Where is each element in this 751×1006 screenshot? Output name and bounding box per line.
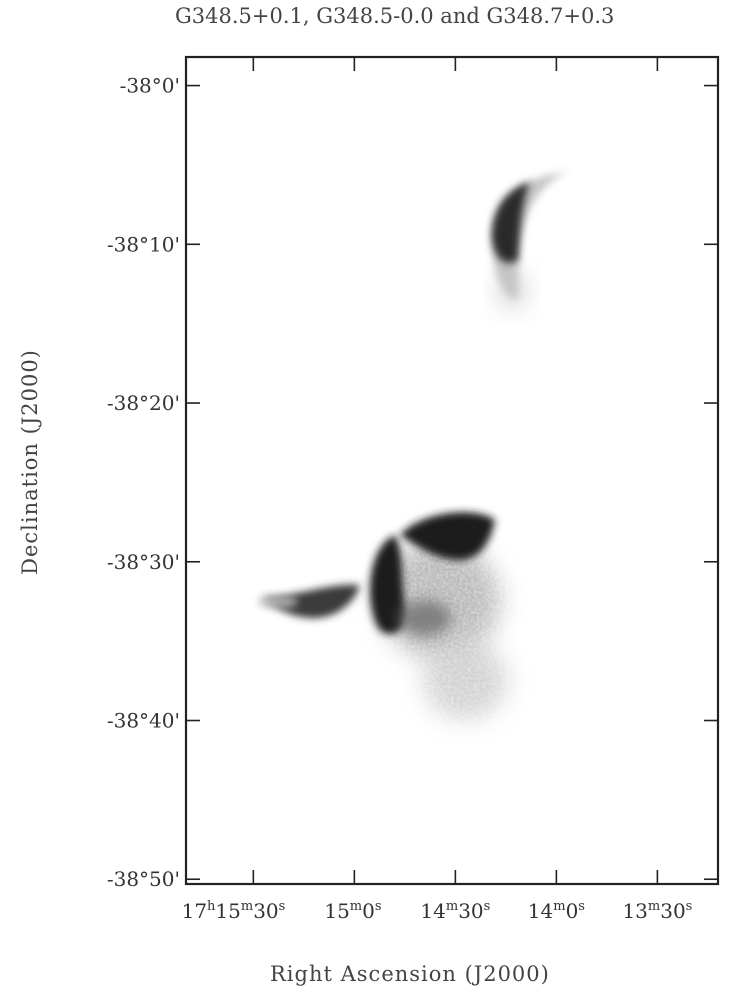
y-tick-label: -38°10' [107,232,180,256]
emission-crescent-north-faint [498,272,526,308]
y-axis-label: Declination (J2000) [18,349,42,575]
x-axis-ticks: 17h​15m​30s​ 15m​0s​ 14m​30s​ 14m​0s​ 13m​30… [182,57,692,923]
y-tick-label: -38°30' [107,550,180,574]
emission-tail-west [262,584,360,619]
plot-frame [184,55,720,886]
emission-tail-west-faint [258,595,298,609]
emission-crescent-north-core [492,182,530,264]
chart-title: G348.5+0.1, G348.5-0.0 and G348.7+0.3 [175,4,615,28]
emission-arc-left [370,535,406,634]
y-tick-label: -38°40' [107,709,180,733]
chart-axes [184,55,720,886]
y-tick-label: -38°50' [107,867,180,891]
x-tick-label: 15m​0s​ [324,899,381,923]
x-tick-label: 13m​30s​ [622,899,692,923]
x-axis-label: Right Ascension (J2000) [270,962,550,986]
y-axis-ticks: -38°0' -38°10' -38°20' -38°30' -38°40' -38°50… [107,74,718,891]
y-tick-label: -38°20' [107,391,180,415]
emission-arc-top [400,512,495,561]
emission-image [258,172,567,730]
x-tick-label: 14m​30s​ [420,899,490,923]
x-tick-label: 14m​0s​ [528,899,585,923]
emission-mid-band [399,600,451,636]
y-tick-label: -38°0' [120,74,180,98]
x-tick-label: 17h​15m​30s​ [182,899,286,923]
